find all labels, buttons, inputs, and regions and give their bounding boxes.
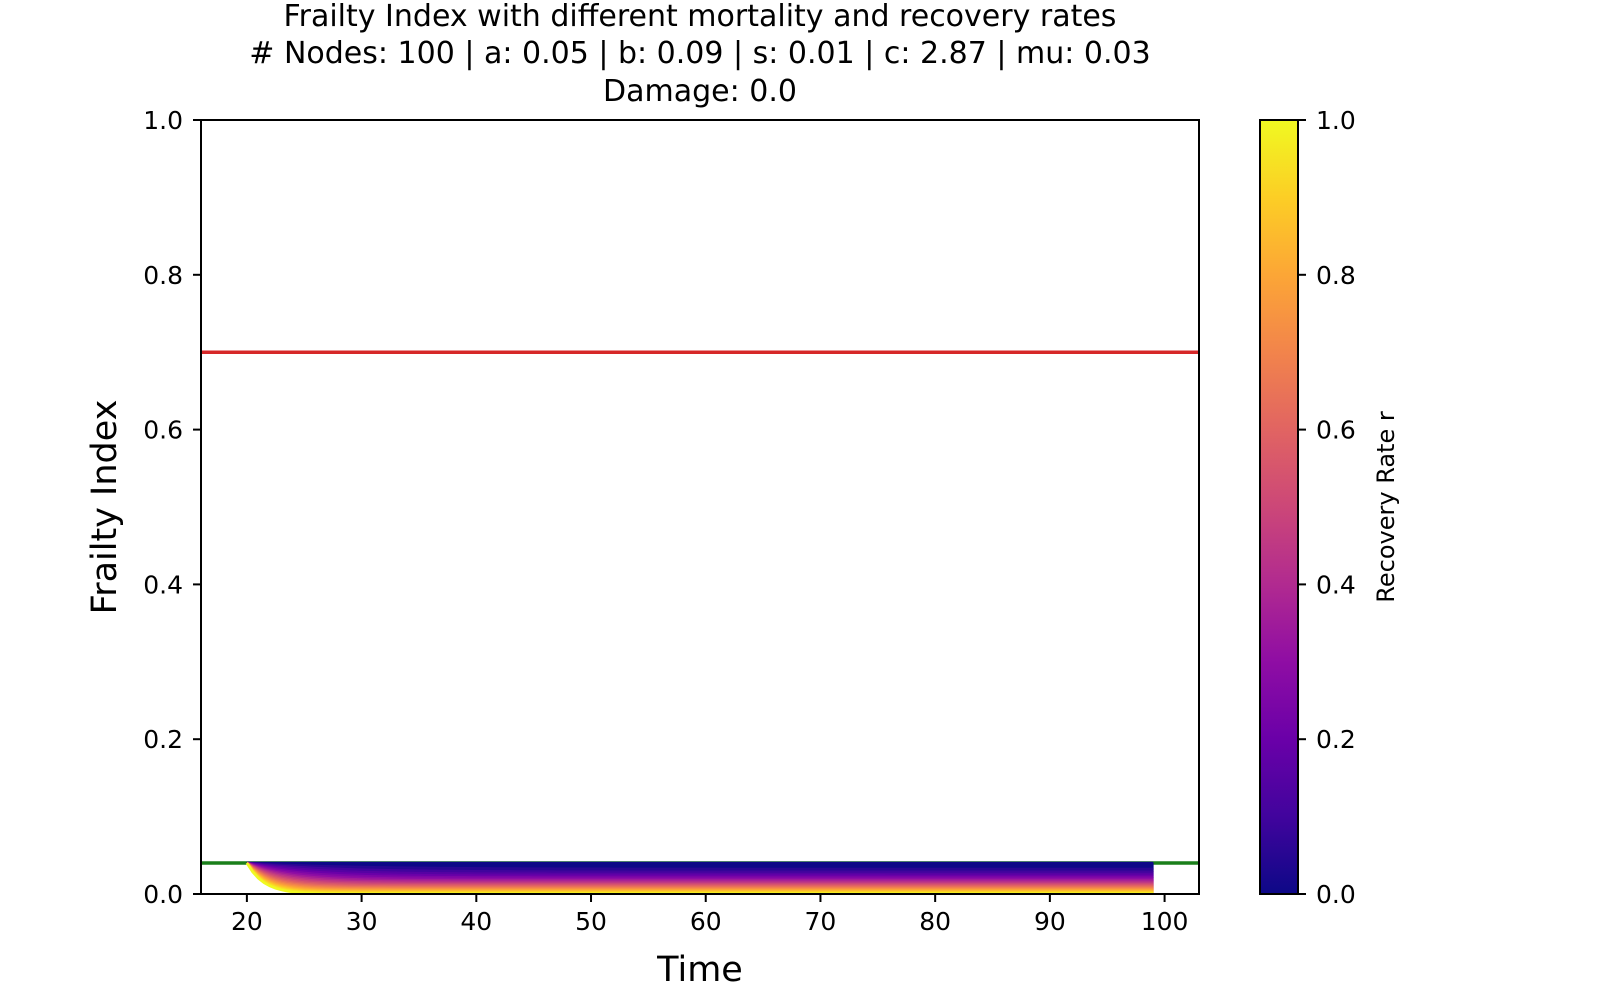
y-tick-label: 0.6: [143, 416, 183, 445]
trajectory-line: [246, 861, 1154, 883]
trajectory-line: [246, 861, 1154, 871]
y-axis: 0.0 0.2 0.4 0.6 0.8 1.0: [143, 106, 201, 909]
x-tick-label: 50: [575, 907, 607, 936]
chart-subtitle-damage: Damage: 0.0: [603, 74, 797, 109]
colorbar-tick-label: 0.4: [1316, 570, 1356, 599]
trajectory-line: [246, 861, 1154, 878]
x-axis-label: Time: [656, 950, 743, 990]
colorbar-label: Recovery Rate r: [1372, 411, 1400, 603]
colorbar-tick-label: 1.0: [1316, 106, 1356, 135]
x-tick-label: 80: [919, 907, 951, 936]
trajectory-line: [246, 861, 1154, 874]
trajectory-line: [246, 861, 1154, 882]
trajectory-line: [246, 861, 1154, 879]
plot-frame: [200, 119, 1200, 895]
x-tick-label: 60: [690, 907, 722, 936]
x-tick-label: 40: [460, 907, 492, 936]
colorbar-tick-label: 0.6: [1316, 416, 1356, 445]
chart-subtitle-params: # Nodes: 100 | a: 0.05 | b: 0.09 | s: 0.…: [249, 36, 1150, 71]
y-tick-label: 0.4: [143, 570, 183, 599]
y-tick-label: 0.8: [143, 261, 183, 290]
y-tick-label: 0.2: [143, 725, 183, 754]
x-tick-label: 20: [231, 907, 263, 936]
x-tick-label: 100: [1141, 907, 1189, 936]
colorbar: [1259, 119, 1299, 895]
x-tick-label: 90: [1034, 907, 1066, 936]
y-axis-label: Frailty Index: [85, 400, 125, 615]
x-axis: 20 30 40 50 60 70 80 90 100: [231, 894, 1188, 936]
trajectory-line: [246, 861, 1154, 876]
colorbar-tick-label: 0.0: [1316, 880, 1356, 909]
trajectory-line: [246, 861, 1154, 881]
x-tick-label: 30: [346, 907, 378, 936]
y-tick-label: 1.0: [143, 106, 183, 135]
colorbar-tick-label: 0.2: [1316, 725, 1356, 754]
y-tick-label: 0.0: [143, 880, 183, 909]
chart-title: Frailty Index with different mortality a…: [284, 0, 1117, 34]
plot-area: [201, 350, 1199, 894]
colorbar-tick-label: 0.8: [1316, 261, 1356, 290]
colorbar-axis: 0.0 0.2 0.4 0.6 0.8 1.0: [1298, 106, 1356, 909]
x-tick-label: 70: [805, 907, 837, 936]
